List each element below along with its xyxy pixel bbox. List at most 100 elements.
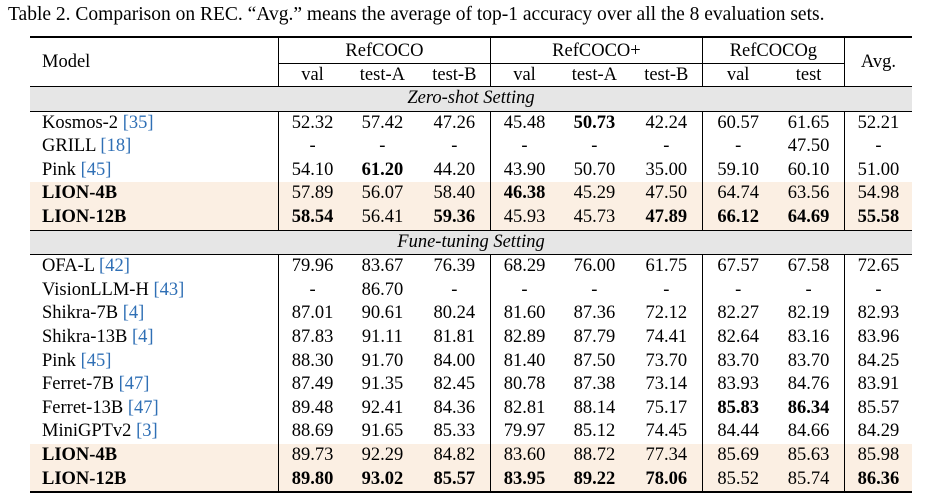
- table-row: Shikra-13B [4] 87.83 91.11 81.81 82.89 87.79 7…: [30, 325, 912, 350]
- value-cell: 47.50: [773, 135, 845, 159]
- value-cell: 81.60: [503, 303, 546, 324]
- value-cell: 59.36: [418, 205, 491, 231]
- table-row: Pink [45] 54.10 61.20 44.20 43.90 50.70 35.00 5…: [30, 158, 912, 183]
- value-cell: -: [379, 136, 386, 157]
- value-cell: 82.81: [503, 397, 546, 418]
- value-cell: 56.41: [346, 205, 419, 231]
- model-name-cell: MiniGPTv2 [3]: [30, 420, 279, 444]
- value-cell: 93.02: [346, 467, 419, 494]
- value-cell: 86.36: [844, 467, 912, 494]
- value-cell: 59.10: [717, 159, 759, 180]
- value-cell: 84.66: [773, 420, 845, 444]
- citation-link[interactable]: [4]: [122, 303, 145, 324]
- value-cell: 61.75: [630, 254, 703, 279]
- value-cell: 88.72: [558, 443, 631, 468]
- value-cell: 87.49: [291, 374, 334, 395]
- refcocoplus-header: RefCOCO+: [490, 36, 703, 64]
- model-name: VisionLLM-H: [42, 279, 154, 300]
- model-name-cell: VisionLLM-H [43]: [30, 278, 279, 303]
- value-cell: 47.89: [630, 205, 703, 231]
- value-cell: 72.65: [844, 254, 912, 279]
- value-cell: 61.65: [773, 110, 845, 136]
- value-cell: 54.10: [291, 159, 334, 180]
- value-cell: 64.74: [702, 182, 774, 206]
- refcoco-header: RefCOCO: [278, 36, 491, 64]
- split-header: test-B: [630, 63, 703, 87]
- split-header: test: [773, 63, 845, 87]
- value-cell: 83.70: [717, 350, 759, 371]
- refcocog-header: RefCOCOg: [702, 36, 845, 64]
- value-cell: 42.24: [630, 110, 703, 136]
- value-cell: 76.00: [558, 254, 631, 279]
- value-cell: 92.41: [361, 397, 404, 418]
- value-cell: -: [735, 279, 742, 300]
- value-cell: 50.70: [573, 159, 616, 180]
- table-row: OFA-L [42] 79.96 83.67 76.39 68.29 76.00 61.75…: [30, 254, 912, 279]
- value-cell: 80.78: [503, 374, 546, 395]
- split-header: test-A: [359, 65, 405, 85]
- citation-link[interactable]: [43]: [153, 279, 185, 300]
- value-cell: -: [418, 278, 491, 303]
- table-row: Kosmos-2 [35] 52.32 57.42 47.26 45.48 50.73 42…: [30, 110, 912, 136]
- citation-link[interactable]: [18]: [100, 136, 132, 157]
- value-cell: 52.21: [844, 110, 912, 136]
- value-cell: 90.61: [361, 303, 404, 324]
- value-cell: 82.93: [857, 303, 900, 324]
- value-cell: 84.82: [418, 443, 491, 468]
- value-cell: 91.70: [361, 350, 404, 371]
- citation-link[interactable]: [3]: [136, 421, 158, 442]
- value-cell: 85.52: [702, 467, 774, 494]
- citation-link[interactable]: [42]: [99, 256, 130, 277]
- table-row: LION-12B 89.80 93.02 85.57 83.95 89.22 78.06 85…: [30, 467, 912, 494]
- value-cell: 88.14: [573, 397, 616, 418]
- citation-link[interactable]: [4]: [131, 326, 154, 347]
- table-row: LION-12B 58.54 56.41 59.36 45.93 45.73 47.89 66…: [30, 205, 912, 231]
- value-cell: 81.81: [418, 325, 491, 350]
- value-cell: 86.70: [361, 279, 404, 300]
- avg-header: Avg.: [844, 36, 912, 87]
- value-cell: 82.64: [717, 326, 759, 347]
- split-header: val: [513, 65, 536, 85]
- value-cell: -: [630, 135, 703, 159]
- value-cell: 44.20: [418, 158, 491, 183]
- value-cell: 83.16: [773, 325, 845, 350]
- value-cell: 74.45: [630, 420, 703, 444]
- value-cell: -: [630, 278, 703, 303]
- citation-link[interactable]: [45]: [80, 350, 112, 371]
- value-cell: 45.29: [558, 182, 631, 206]
- value-cell: 82.89: [503, 326, 546, 347]
- section-label: Fune-tuning Setting: [30, 229, 912, 255]
- model-name: Shikra-13B: [42, 326, 132, 347]
- value-cell: 89.73: [278, 443, 347, 468]
- split-header: val: [726, 65, 750, 85]
- value-cell: 77.34: [630, 443, 703, 468]
- value-cell: 87.83: [291, 326, 334, 347]
- value-cell: 80.24: [418, 302, 491, 326]
- value-cell: 83.70: [773, 349, 845, 374]
- value-cell: 86.34: [773, 396, 845, 421]
- value-cell: 85.63: [773, 443, 845, 468]
- value-cell: 91.11: [361, 326, 403, 347]
- value-cell: 92.29: [346, 443, 419, 468]
- value-cell: 43.90: [503, 159, 546, 180]
- value-cell: 79.96: [278, 254, 347, 279]
- value-cell: 85.74: [773, 467, 845, 494]
- citation-link[interactable]: [35]: [122, 112, 154, 133]
- value-cell: 83.96: [857, 326, 900, 347]
- citation-link[interactable]: [45]: [80, 159, 112, 180]
- citation-link[interactable]: [47]: [127, 397, 159, 418]
- table-row: LION-4B 89.73 92.29 84.82 83.60 88.72 77.34 85.…: [30, 443, 912, 468]
- split-header: val: [301, 65, 324, 85]
- model-name: LION-12B: [42, 206, 127, 227]
- citation-link[interactable]: [47]: [118, 374, 150, 395]
- model-name-cell: Ferret-13B [47]: [30, 396, 279, 421]
- value-cell: 85.83: [717, 397, 759, 418]
- value-cell: 67.58: [773, 254, 845, 279]
- section-row-zero-shot: Zero-shot Setting: [30, 86, 912, 112]
- value-cell: 87.01: [291, 303, 334, 324]
- value-cell: 85.33: [418, 420, 491, 444]
- value-cell: -: [875, 279, 882, 300]
- value-cell: -: [591, 279, 598, 300]
- value-cell: 47.50: [630, 182, 703, 206]
- value-cell: 84.36: [418, 396, 491, 421]
